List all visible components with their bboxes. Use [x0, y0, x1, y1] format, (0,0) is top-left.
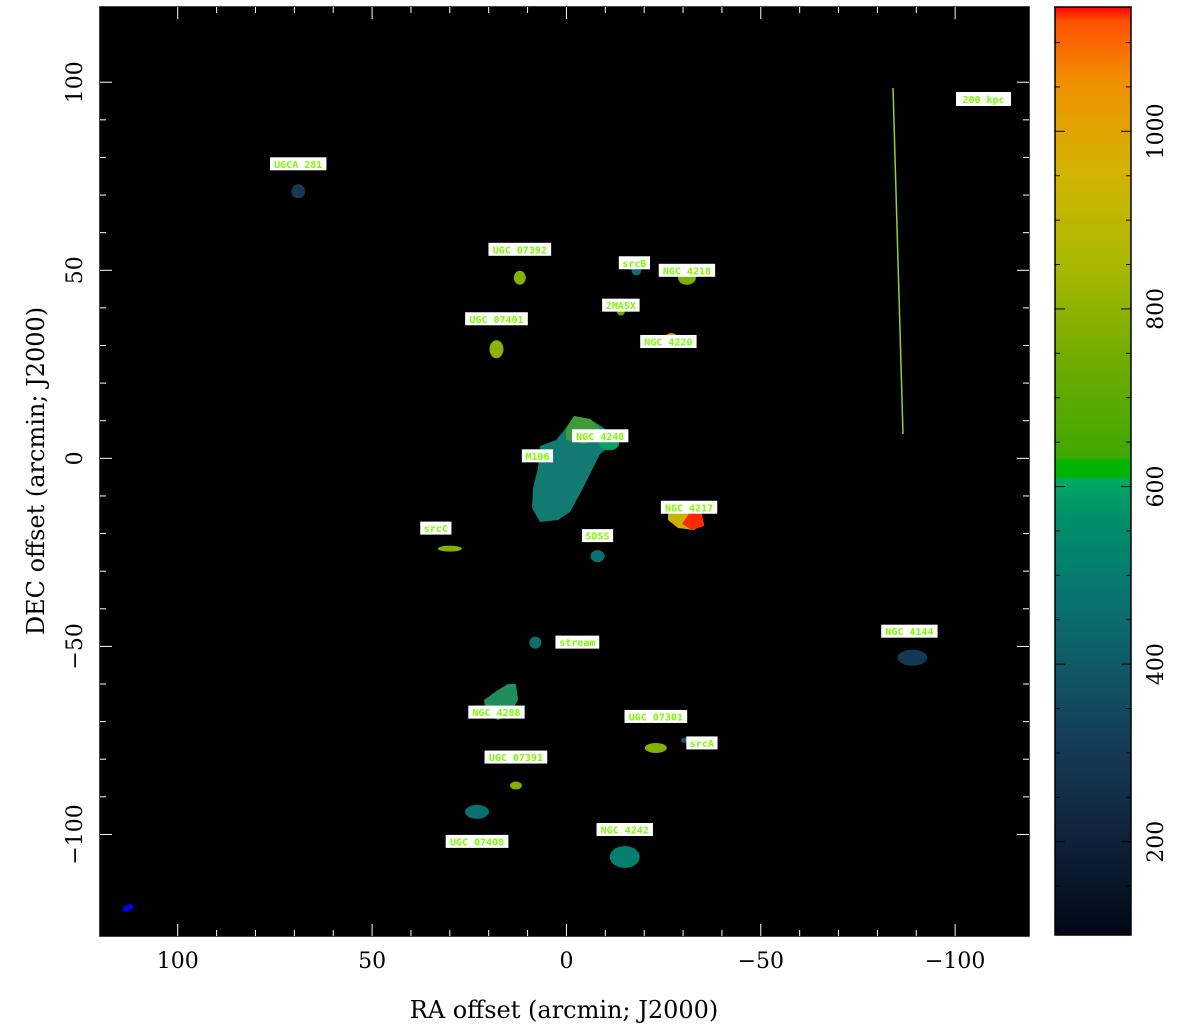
scale-bar-label: 200 kpc	[956, 92, 1011, 106]
source-label: UGC 07301	[629, 712, 683, 723]
y-tick-label: 100	[63, 61, 88, 103]
source-emission-ugc-07392	[513, 270, 526, 285]
x-axis-title: RA offset (arcmin; J2000)	[410, 996, 719, 1024]
source-label-box	[488, 242, 552, 256]
source-emission-ugc-07301	[644, 742, 667, 753]
source-label-box	[602, 298, 640, 312]
source-emission-stream	[529, 636, 542, 649]
colorbar-tick-label: 600	[1144, 466, 1169, 508]
ngc4217-emission-hot	[682, 512, 704, 530]
source-label: srcC	[424, 524, 448, 535]
source-label: NGC 4217	[665, 503, 713, 514]
source-label: NGC 4288	[472, 708, 520, 719]
source-emission-ngc-4144	[897, 649, 928, 666]
x-tick-label: −50	[738, 949, 784, 974]
x-tick-label: 50	[358, 949, 386, 974]
colorbar-tick-label: 400	[1144, 643, 1169, 685]
beam-ellipse	[122, 904, 134, 912]
source-label-box	[640, 334, 697, 348]
source-label-box	[658, 263, 716, 277]
source-label-box	[881, 624, 938, 638]
x-tick-label: 100	[157, 949, 199, 974]
colorbar-tick-label: 800	[1144, 288, 1169, 330]
source-label: stream	[559, 638, 595, 649]
source-label: NGC 4220	[644, 337, 692, 348]
source-label-box	[521, 449, 554, 463]
source-label: UGC 07401	[469, 315, 523, 326]
colorbar	[1054, 6, 1132, 936]
colorbar-tick-label: 1000	[1144, 103, 1169, 159]
source-label: NGC 4218	[663, 266, 711, 277]
source-label-box	[572, 429, 629, 443]
source-label-box	[555, 635, 600, 649]
source-label-box	[660, 500, 718, 514]
source-label: M106	[525, 452, 549, 463]
source-label-box	[624, 709, 688, 723]
source-label: UGC 07408	[450, 837, 504, 848]
source-label-box	[484, 750, 548, 764]
source-label: UGCA 281	[274, 160, 322, 171]
scale-bar-line	[892, 87, 904, 435]
source-label: NGC 4144	[885, 627, 933, 638]
source-label-box	[581, 529, 614, 543]
x-tick-label: 0	[559, 949, 573, 974]
source-label-box	[445, 834, 509, 848]
y-tick-label: 50	[63, 256, 88, 284]
source-emission-ugc-07408	[465, 804, 490, 819]
scale-bar-text: 200 kpc	[962, 95, 1004, 106]
source-label: NGC 4242	[601, 826, 649, 837]
y-tick-label: −100	[63, 804, 88, 864]
source-label-box	[270, 157, 327, 171]
source-label-box	[468, 705, 525, 719]
source-emission-ugc-07401	[489, 340, 504, 359]
x-tick-label: −100	[925, 949, 985, 974]
y-tick-label: −50	[63, 623, 88, 669]
source-label: SDSS	[585, 532, 609, 543]
source-label-box	[686, 736, 718, 750]
y-tick-label: 0	[63, 451, 88, 465]
source-label-box	[420, 521, 452, 535]
source-label: UGC 07391	[489, 753, 543, 764]
source-label: srcB	[622, 259, 646, 270]
source-emission-ngc-4242	[609, 846, 640, 869]
m106-emission	[532, 416, 614, 522]
source-emission-sdss	[590, 550, 605, 563]
source-label-box	[596, 823, 653, 837]
source-label-box	[618, 256, 651, 270]
source-label: srcA	[690, 739, 714, 750]
source-label: UGC 07392	[493, 245, 547, 256]
map-frame	[99, 6, 1030, 937]
y-axis-title: DEC offset (arcmin; J2000)	[22, 307, 50, 635]
source-label: NGC 4248	[576, 432, 624, 443]
source-emission-srcc	[437, 545, 462, 552]
source-emission-ugca-281	[291, 184, 306, 199]
source-label: 2MASX	[606, 301, 636, 312]
source-emission-ugc-07391	[509, 781, 522, 790]
source-label-box	[465, 312, 528, 326]
colorbar-tick-label: 200	[1144, 821, 1169, 863]
